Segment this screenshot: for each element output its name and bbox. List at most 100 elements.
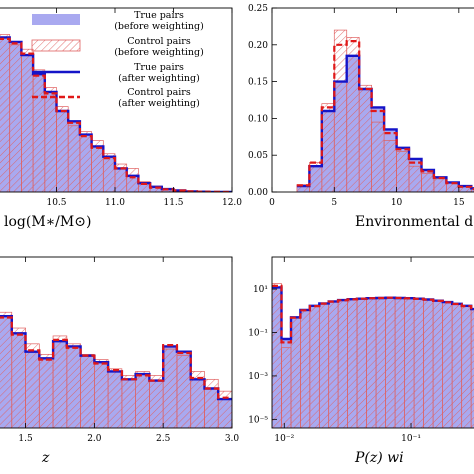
bar-control-before <box>408 165 422 192</box>
bar-control-before <box>337 300 348 428</box>
legend-item-dashed-line: Control pairs(after weighting) <box>32 87 200 109</box>
bar-control-before <box>309 306 320 428</box>
y-tick-label: 0.05 <box>248 151 268 161</box>
bar-control-before <box>281 347 292 428</box>
bar-control-before <box>102 153 116 192</box>
x-axis-label: P(z) wi <box>354 450 404 466</box>
bar-control-before <box>25 343 40 428</box>
bar-control-before <box>162 348 178 428</box>
bar-control-before <box>432 300 444 428</box>
y-tick-label: 0.25 <box>248 4 268 14</box>
x-tick-label: 11.0 <box>105 198 125 208</box>
x-tick-label: 12.0 <box>222 198 242 208</box>
x-tick-label: 10.5 <box>46 198 66 208</box>
bar-control-before <box>0 34 11 192</box>
bar-control-before <box>358 84 372 192</box>
bar-control-before <box>80 353 95 428</box>
legend-swatch-fill <box>32 14 80 25</box>
plot-area <box>296 29 474 192</box>
bar-control-before <box>126 168 139 192</box>
bar-control-before <box>272 283 282 428</box>
bar-control-before <box>433 178 447 192</box>
bar-control-before <box>423 299 434 428</box>
y-tick-label: 0.10 <box>248 114 268 124</box>
bar-control-before <box>9 44 22 192</box>
bar-control-before <box>56 106 69 192</box>
y-tick-label: 10¹ <box>253 285 268 295</box>
x-tick-label: 2.5 <box>156 434 171 444</box>
bar-control-before <box>413 298 424 428</box>
bar-control-before <box>300 310 311 428</box>
bar-control-before <box>371 121 385 192</box>
y-tick-label: 10⁻³ <box>248 372 268 382</box>
bar-control-before <box>396 151 410 192</box>
line-control-after <box>296 40 474 191</box>
legend-label: (before weighting) <box>114 21 204 32</box>
bar-control-before <box>135 371 150 428</box>
bar-control-before <box>38 353 54 428</box>
x-tick-label: 10⁻² <box>274 434 294 444</box>
y-tick-label: 10⁻⁵ <box>248 415 268 425</box>
bar-control-before <box>375 297 386 428</box>
legend-item-hatch: Control pairs(before weighting) <box>31 36 204 58</box>
bar-control-before <box>366 297 377 428</box>
bar-control-before <box>385 297 396 428</box>
bar-control-before <box>404 298 415 428</box>
x-tick-label: 10⁻¹ <box>401 434 421 444</box>
bar-control-before <box>451 303 463 428</box>
bar-control-before <box>356 298 367 428</box>
bar-control-before <box>66 343 81 428</box>
bar-control-before <box>346 37 360 192</box>
line-control-after <box>272 284 474 344</box>
bar-control-before <box>32 69 46 192</box>
legend-label: (after weighting) <box>118 98 200 109</box>
bar-control-before <box>328 301 339 428</box>
bar-control-before <box>321 103 335 192</box>
x-tick-label: 5 <box>331 198 337 208</box>
bar-control-before <box>461 306 472 428</box>
panel-top-left: 10.5 11.0 11.5 12.0 log(M∗/M⊙) <box>0 7 242 230</box>
bar-control-before <box>290 317 301 428</box>
axes-frame <box>271 7 474 193</box>
bar-control-before <box>421 173 435 192</box>
bar-control-before <box>204 378 219 428</box>
line-true-after <box>0 315 232 401</box>
line-control-after <box>0 316 232 399</box>
x-tick-label: 0 <box>269 198 275 208</box>
x-tick-label: 10 <box>391 198 403 208</box>
bar-control-before <box>67 125 81 192</box>
legend-label: (after weighting) <box>118 73 200 84</box>
panel-bottom-right: 10⁻² 10⁻¹ 10¹ 10⁻¹ 10⁻³ 10⁻⁵ P(z) wi <box>248 256 474 466</box>
bar-control-before <box>446 182 460 192</box>
line-control-after <box>0 37 232 192</box>
bar-control-before <box>94 359 109 428</box>
bar-control-before <box>0 311 13 428</box>
legend-item-fill: True pairs(before weighting) <box>32 10 204 32</box>
y-tick-label: 10⁻¹ <box>248 329 268 339</box>
bar-control-before <box>394 297 405 428</box>
legend: True pairs(before weighting)Control pair… <box>31 10 204 109</box>
bar-control-before <box>52 335 68 428</box>
x-axis-label: z <box>41 450 50 466</box>
plot-area <box>0 311 232 428</box>
legend-label: Control pairs <box>127 36 191 47</box>
bar-control-before <box>176 355 192 428</box>
bar-control-before <box>11 327 26 428</box>
x-tick-label: 3.0 <box>225 434 240 444</box>
y-tick-label: 0.15 <box>248 78 268 88</box>
bar-control-before <box>347 299 358 428</box>
bar-control-before <box>470 309 474 428</box>
legend-label: True pairs <box>134 10 184 21</box>
x-tick-label: 1.5 <box>18 434 33 444</box>
panel-bottom-left: 1.5 2.0 2.5 3.0 z <box>0 256 240 466</box>
bar-control-before <box>318 303 330 428</box>
x-tick-label: 15 <box>453 198 465 208</box>
legend-label: True pairs <box>134 62 184 73</box>
bar-control-before <box>44 87 57 192</box>
axes-frame <box>0 256 233 429</box>
x-axis-label: log(M∗/M⊙) <box>4 214 91 230</box>
legend-label: Control pairs <box>127 87 191 98</box>
plot-area <box>272 283 474 428</box>
bar-control-before <box>149 375 164 428</box>
